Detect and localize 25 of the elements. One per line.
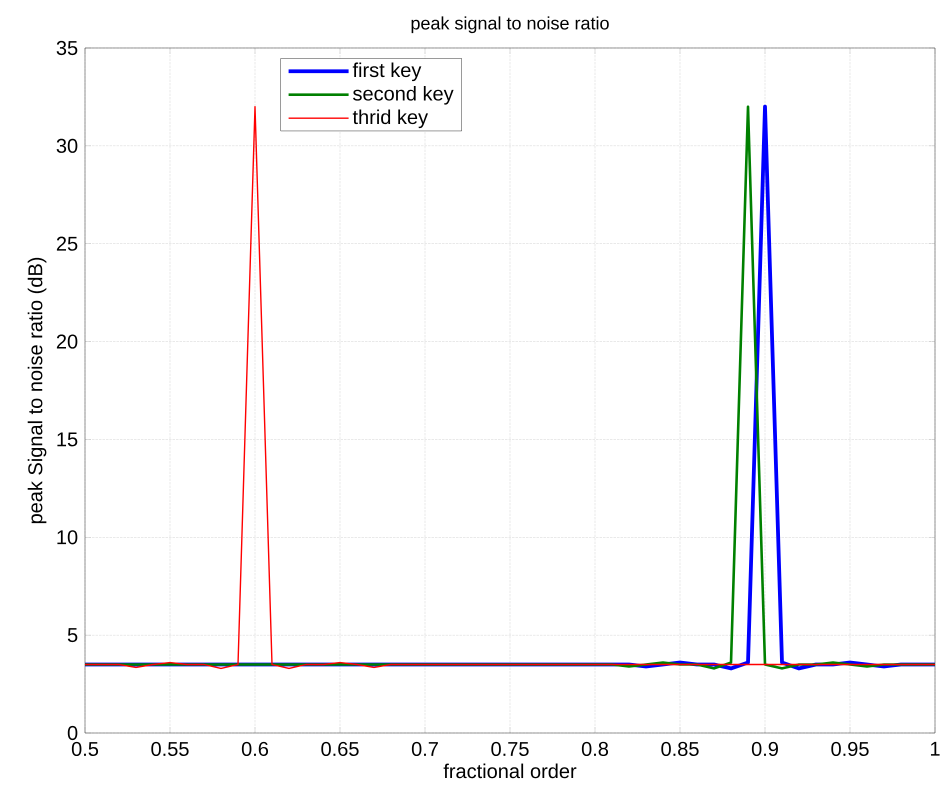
x-tick-label: 0.55 [151,742,189,756]
y-tick-label: 30 [56,138,78,153]
x-tick-label: 0.95 [831,742,869,756]
y-tick-label: 10 [57,530,78,544]
y-tick-label: 0 [68,726,78,740]
x-tick-label: 0.65 [321,742,359,756]
x-tick-label: 0.75 [491,742,529,756]
x-tick-label: 0.8 [582,742,608,756]
x-tick-label: 0.7 [412,742,438,756]
y-tick-label: 20 [56,334,78,349]
legend-label: second key [353,86,454,105]
x-tick-label: 0.6 [242,742,268,756]
y-tick-label: 15 [57,432,78,446]
x-tick-label: 0.85 [661,742,699,756]
y-tick-label: 25 [56,236,78,251]
x-tick-label: 0.9 [752,742,778,756]
x-axis-title: fractional order [444,764,576,778]
legend-label: thrid key [352,109,428,128]
x-tick-label: 1 [930,742,940,756]
chart-title: peak signal to noise ratio [412,16,609,34]
x-tick-label: 0.5 [72,742,98,756]
legend-label: first key [352,62,422,82]
y-axis-title: peak Signal to noise ratio (dB) [28,258,46,524]
y-tick-label: 5 [68,628,78,642]
y-tick-label: 35 [56,40,78,56]
